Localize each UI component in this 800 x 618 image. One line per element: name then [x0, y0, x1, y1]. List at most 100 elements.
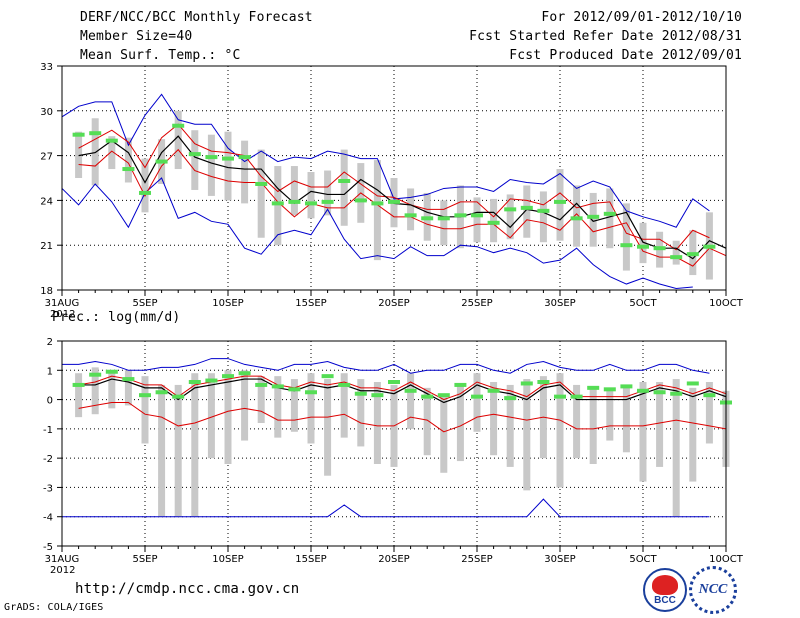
- temp-observed-marker-22: [421, 216, 434, 221]
- temp-xtick-label-10OCT: 10OCT: [709, 298, 744, 309]
- temp-observed-marker-9: [205, 155, 218, 160]
- precip-observed-marker-35: [637, 388, 649, 393]
- precip-xtick-year: 2012: [50, 565, 75, 576]
- precip-observed-marker-5: [139, 393, 151, 398]
- temp-xtick-label-10SEP: 10SEP: [212, 298, 243, 309]
- temp-ensemble-mean-line: [78, 135, 727, 260]
- temp-observed-marker-10: [222, 156, 234, 161]
- precip-spread-box-25: [473, 373, 481, 432]
- temp-observed-marker-8: [188, 152, 201, 157]
- precip-xtick-label-5SEP: 5SEP: [132, 554, 157, 565]
- precip-observed-marker-37: [670, 391, 683, 396]
- temp-observed-marker-19: [371, 201, 384, 206]
- precip-xtick-label-20SEP: 20SEP: [378, 554, 409, 565]
- precip-ytick-label--2: -2: [43, 454, 53, 465]
- precip-spread-box-21: [407, 373, 415, 429]
- temp-spread-box-23: [440, 200, 448, 246]
- precip-lower-line: [78, 402, 727, 433]
- temp-observed-marker-23: [437, 216, 450, 221]
- temp-observed-marker-6: [155, 159, 168, 164]
- temp-observed-marker-39: [703, 244, 716, 249]
- temp-spread-box-15: [307, 172, 315, 219]
- temp-ytick-label-18: 18: [40, 286, 53, 297]
- precip-xtick-label-25SEP: 25SEP: [461, 554, 492, 565]
- precip-spread-box-28: [523, 379, 531, 491]
- precip-observed-marker-12: [255, 382, 268, 387]
- precip-observed-marker-33: [603, 387, 616, 392]
- temp-observed-marker-31: [570, 216, 583, 221]
- precip-observed-marker-31: [570, 394, 583, 399]
- precip-spread-box-31: [573, 384, 581, 459]
- temp-xtick-label-20SEP: 20SEP: [378, 298, 409, 309]
- temp-spread-box-13: [274, 166, 282, 246]
- precip-spread-box-3: [108, 370, 116, 409]
- precip-spread-box-39: [705, 382, 713, 444]
- temp-observed-marker-37: [670, 255, 683, 260]
- precip-ensemble-max-line: [62, 358, 710, 374]
- temp-spread-box-30: [556, 169, 564, 241]
- temp-xtick-label-5OCT: 5OCT: [629, 298, 657, 309]
- precip-observed-marker-29: [537, 380, 550, 384]
- precip-panel-label: Prec.: log(mm/d): [52, 310, 181, 325]
- temp-observed-marker-11: [238, 155, 251, 160]
- temp-lower-line: [78, 148, 727, 267]
- precip-spread-box-9: [207, 373, 215, 459]
- precip-xtick-label-10SEP: 10SEP: [212, 554, 243, 565]
- precip-spread-box-19: [373, 382, 381, 464]
- temp-observed-marker-12: [255, 181, 268, 186]
- temp-spread-box-28: [523, 185, 531, 238]
- temp-observed-marker-15: [305, 201, 317, 206]
- temp-spread-box-12: [257, 149, 265, 238]
- precip-spread-box-37: [672, 379, 680, 517]
- precip-ytick-label--1: -1: [43, 425, 53, 436]
- temp-observed-marker-5: [139, 190, 151, 195]
- temp-spread-box-2: [91, 118, 99, 186]
- bcc-logo-emblem: [652, 575, 678, 595]
- temp-spread-box-29: [539, 191, 547, 243]
- bcc-logo-text: BCC: [654, 595, 676, 606]
- temp-xtick-label-25SEP: 25SEP: [461, 298, 492, 309]
- temp-observed-marker-34: [620, 243, 633, 248]
- temp-observed-marker-3: [105, 138, 118, 143]
- precip-spread-box-11: [241, 370, 249, 441]
- ncc-logo: NCC: [689, 566, 737, 614]
- precip-observed-marker-13: [271, 384, 284, 389]
- temp-spread-box-34: [622, 203, 630, 271]
- temp-observed-marker-35: [637, 244, 649, 249]
- temp-spread-box-8: [191, 130, 199, 190]
- precip-observed-marker-17: [338, 382, 351, 387]
- precip-ytick-label-2: 2: [47, 337, 53, 348]
- precip-spread-box-34: [622, 384, 630, 453]
- temp-observed-marker-7: [172, 123, 185, 128]
- precip-xtick-label-10OCT: 10OCT: [709, 554, 744, 565]
- temp-ensemble-max-line: [61, 93, 710, 228]
- precip-spread-box-18: [357, 379, 365, 447]
- temp-ytick-label-21: 21: [40, 241, 53, 252]
- source-url[interactable]: http://cmdp.ncc.cma.gov.cn: [75, 581, 300, 597]
- precip-observed-marker-26: [487, 388, 500, 393]
- precip-xtick-label-15SEP: 15SEP: [295, 554, 326, 565]
- precip-spread-box-1: [75, 373, 83, 418]
- temp-observed-marker-1: [72, 132, 85, 137]
- precip-observed-marker-7: [172, 394, 185, 399]
- precip-xtick-label-5OCT: 5OCT: [629, 554, 657, 565]
- precip-spread-box-15: [307, 373, 315, 444]
- precip-spread-box-23: [440, 393, 448, 473]
- precip-observed-marker-27: [504, 396, 517, 401]
- precip-ytick-label-1: 1: [47, 366, 53, 377]
- temp-observed-marker-29: [537, 208, 550, 213]
- temp-ytick-label-24: 24: [40, 196, 53, 207]
- temp-spread-box-1: [75, 131, 83, 178]
- temp-ytick-label-30: 30: [40, 107, 53, 118]
- precip-ensemble-mean-line: [78, 378, 727, 404]
- temp-spread-box-26: [490, 198, 498, 243]
- precip-spread-box-13: [274, 376, 282, 438]
- temp-spread-box-9: [207, 134, 215, 196]
- temp-observed-marker-25: [471, 213, 483, 218]
- temp-spread-box-21: [407, 188, 415, 231]
- temp-observed-marker-13: [271, 201, 284, 206]
- precip-spread-box-30: [556, 373, 564, 488]
- precip-observed-marker-20: [388, 380, 400, 384]
- precip-observed-marker-23: [437, 393, 450, 398]
